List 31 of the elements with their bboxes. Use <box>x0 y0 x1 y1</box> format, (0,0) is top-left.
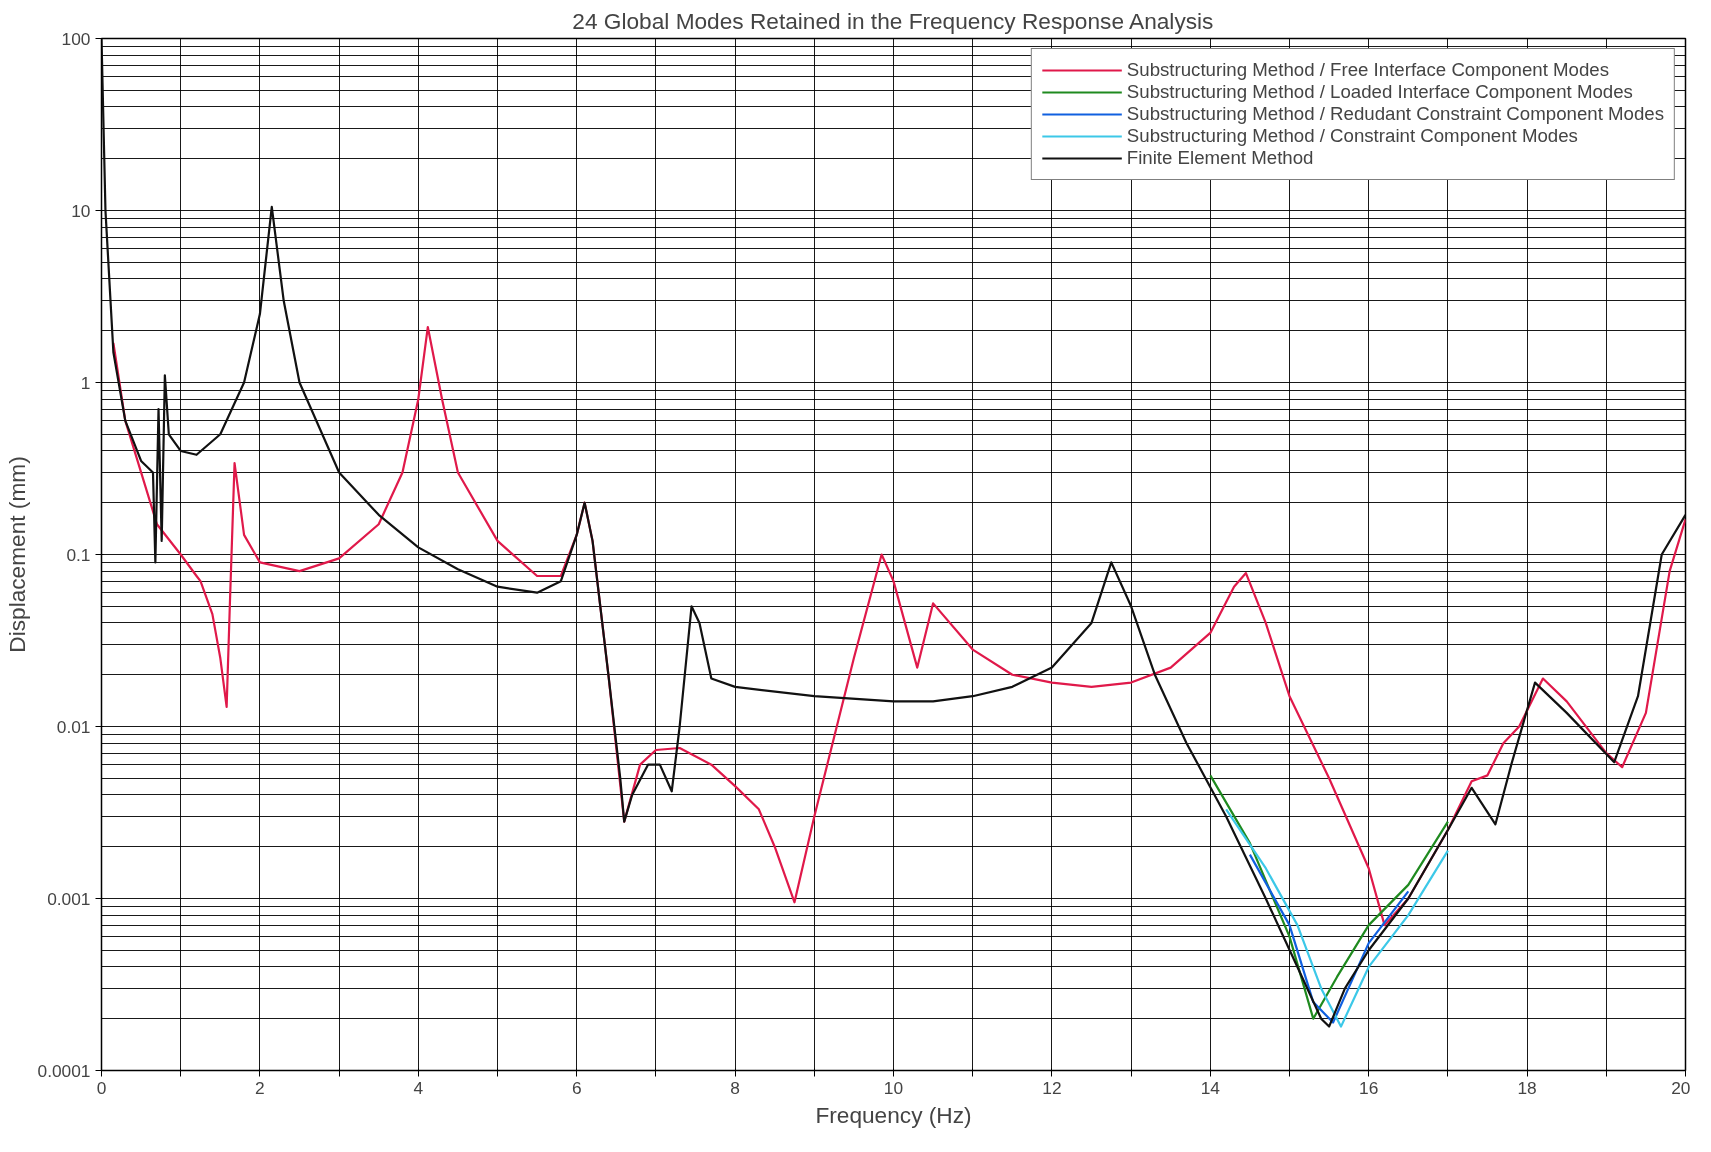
x-tick-label: 14 <box>1200 1077 1221 1098</box>
line-series <box>1248 853 1410 1024</box>
x-tick-label: 4 <box>413 1077 424 1098</box>
legend-label: Substructuring Method / Loaded Interface Component Modes <box>1126 81 1633 103</box>
legend-label: Substructuring Method / Constraint Component Modes <box>1126 125 1578 147</box>
x-tick-label: 10 <box>883 1077 904 1098</box>
legend-label: Finite Element Method <box>1126 147 1314 169</box>
x-tick-label: 8 <box>730 1077 740 1098</box>
y-tick-label: 0.1 <box>66 544 91 565</box>
x-axis-title: Frequency (Hz) <box>815 1101 972 1128</box>
line-series <box>1225 808 1449 1028</box>
x-tick-label: 16 <box>1359 1077 1379 1098</box>
y-tick-label: 0.0001 <box>37 1060 91 1081</box>
y-tick-label: 10 <box>71 200 91 221</box>
y-tick-label: 0.001 <box>47 888 91 909</box>
y-tick-label: 100 <box>61 28 91 49</box>
line-series <box>101 38 1686 1028</box>
line-series <box>112 325 1686 927</box>
x-tick-label: 18 <box>1517 1077 1537 1098</box>
x-tick-label: 12 <box>1042 1077 1062 1098</box>
x-tick-label: 20 <box>1671 1077 1691 1098</box>
legend-label: Substructuring Method / Free Interface Component Modes <box>1126 59 1610 81</box>
x-tick-label: 0 <box>96 1077 107 1098</box>
y-tick-label: 0.01 <box>56 716 91 737</box>
x-tick-label: 2 <box>255 1077 265 1098</box>
y-tick-label: 1 <box>80 372 91 393</box>
chart-title: 24 Global Modes Retained in the Frequency Response Analysis <box>572 7 1214 34</box>
line-series <box>1209 774 1449 1020</box>
x-tick-label: 6 <box>571 1077 582 1098</box>
legend-label: Substructuring Method / Redudant Constraint Component Modes <box>1126 103 1664 125</box>
y-axis-title: Displacement (mm) <box>3 456 30 653</box>
